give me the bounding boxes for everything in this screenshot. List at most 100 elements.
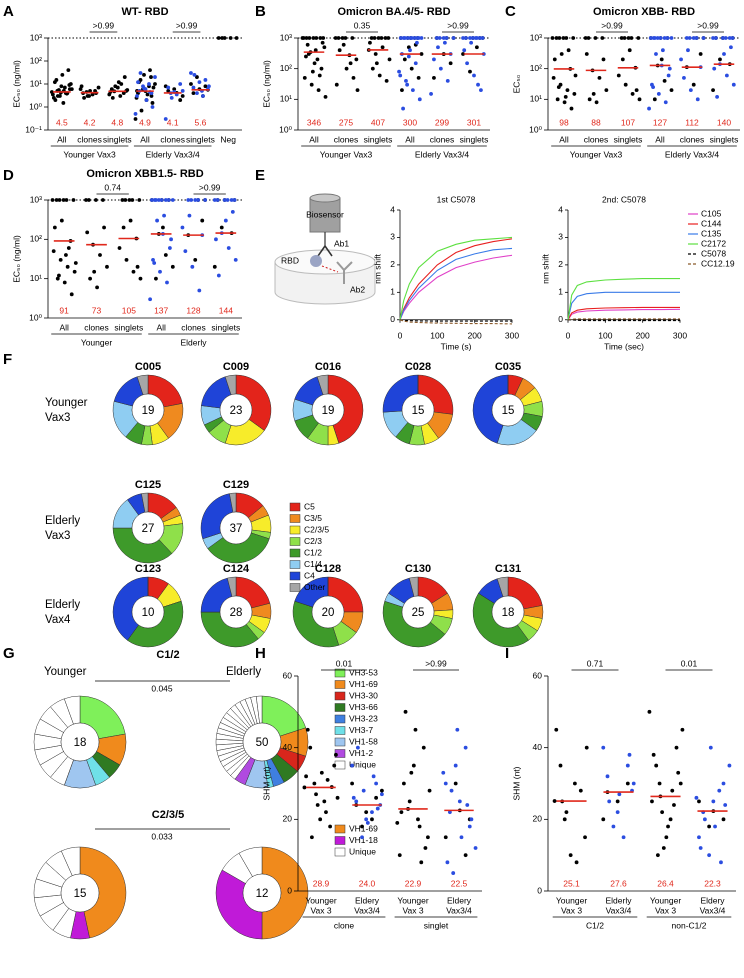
panel-title: Omicron XBB1.5- RBD [86, 168, 203, 180]
data-point [301, 36, 306, 40]
x-tick-label: Eldery [447, 895, 472, 905]
data-point [354, 57, 359, 62]
x-tick-label: clones [84, 322, 109, 332]
data-point [557, 36, 562, 40]
donut-name: C124 [223, 563, 250, 575]
legend-swatch [334, 824, 346, 834]
data-point [69, 87, 74, 92]
data-point [426, 835, 430, 840]
data-point [117, 246, 122, 250]
data-point [655, 853, 660, 858]
data-point [127, 198, 132, 202]
data-point [562, 100, 567, 105]
data-point [474, 45, 479, 50]
donut-name: C005 [135, 361, 161, 373]
data-point [720, 36, 725, 40]
data-point [191, 85, 196, 90]
data-point [161, 225, 165, 230]
series-line [567, 308, 681, 321]
data-point [166, 198, 171, 202]
data-point [552, 57, 557, 62]
data-point [101, 198, 105, 202]
legend-label: VH3-53 [349, 667, 378, 677]
data-point [423, 846, 428, 850]
data-point [419, 860, 424, 865]
data-point [94, 198, 98, 202]
data-point [87, 198, 91, 202]
data-point [682, 75, 686, 80]
data-point [445, 78, 450, 83]
data-point [647, 709, 652, 714]
donut-name: C130 [405, 563, 431, 575]
data-point [569, 106, 574, 111]
data-point [448, 61, 453, 66]
data-point [90, 92, 95, 97]
data-point [229, 198, 234, 202]
data-point [660, 48, 665, 53]
donut-count: 18 [502, 607, 515, 619]
y-tick-label: 3 [390, 232, 395, 242]
ab2 [336, 261, 353, 284]
data-point [133, 117, 138, 121]
legend-label: C144 [701, 218, 722, 228]
data-point [302, 75, 307, 80]
data-point [405, 36, 410, 40]
y-tick-label: 2 [558, 259, 563, 269]
x-tick-label: 300 [673, 330, 687, 340]
data-point [411, 763, 416, 768]
data-point [233, 257, 238, 262]
data-point [85, 94, 90, 98]
row-label: Elderly [45, 515, 80, 527]
data-point [180, 89, 185, 93]
data-point [416, 75, 421, 80]
data-point [323, 95, 328, 99]
legend-label: Unique [349, 759, 376, 769]
data-point [374, 795, 379, 800]
data-point [554, 36, 559, 40]
data-point [309, 82, 314, 87]
data-point [551, 75, 556, 80]
data-point [186, 198, 191, 202]
median-label: 144 [219, 305, 233, 315]
x-tick-label: singlets [186, 134, 215, 144]
data-point [476, 82, 480, 87]
data-point [583, 835, 587, 840]
data-point [698, 52, 703, 56]
data-point [360, 824, 364, 829]
median-label: 22.5 [451, 878, 468, 888]
data-point [183, 249, 188, 254]
data-point [55, 276, 60, 281]
data-point [409, 66, 414, 71]
x-tick-label: 200 [636, 330, 650, 340]
data-point [308, 745, 313, 750]
data-point [687, 36, 692, 40]
median-label: 22.9 [405, 878, 422, 888]
data-point [364, 817, 369, 822]
p-value: 0.01 [336, 658, 353, 668]
panel-letter: I [505, 645, 509, 662]
legend-swatch [334, 680, 346, 689]
legend-label: C1/2 [304, 547, 322, 557]
data-point [691, 82, 696, 87]
data-point [584, 52, 589, 56]
y-tick-label: 3 [558, 232, 563, 242]
data-point [656, 92, 661, 96]
y-tick-label: 60 [283, 670, 293, 680]
x-tick-label: clones [77, 134, 102, 144]
data-point [189, 82, 193, 86]
x-tick-label: All [309, 134, 319, 144]
p-value: >0.99 [601, 20, 623, 30]
y-tick-label: 10⁻¹ [25, 124, 42, 134]
data-point [616, 73, 621, 78]
legend-label: Other [304, 582, 325, 592]
data-point [148, 297, 153, 302]
data-point [84, 198, 88, 202]
data-point [64, 198, 69, 202]
data-point [212, 198, 217, 202]
data-point [380, 45, 385, 50]
data-point [197, 80, 202, 85]
median-label: 105 [122, 305, 136, 315]
data-point [52, 80, 57, 85]
row-label: Vax3 [45, 530, 70, 542]
data-point [165, 280, 169, 285]
